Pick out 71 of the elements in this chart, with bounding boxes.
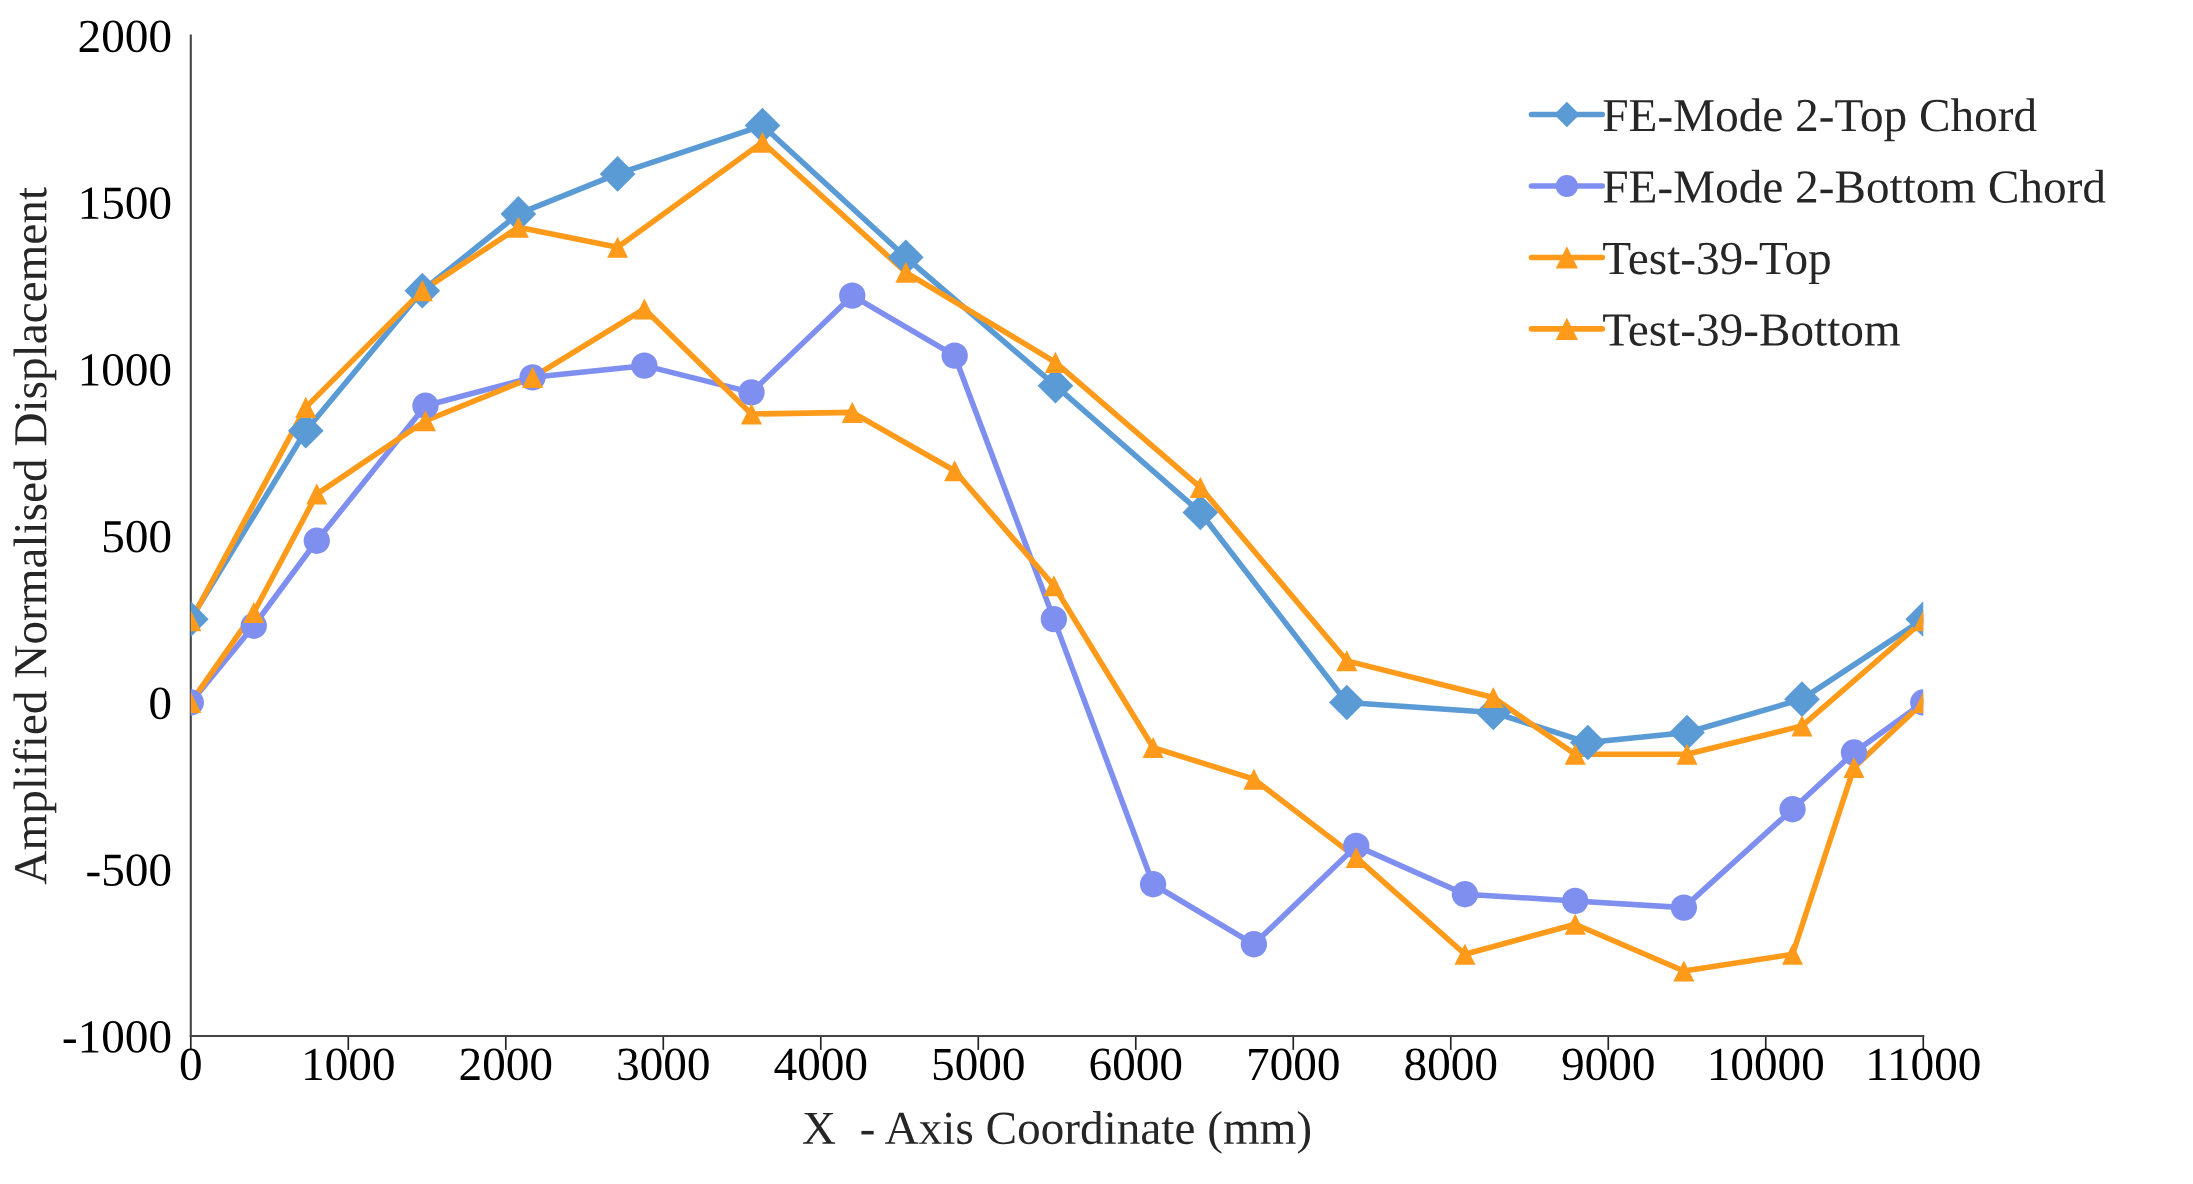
x-tick-label: 2000 bbox=[460, 1048, 552, 1081]
point bbox=[1569, 724, 1606, 761]
x-tick-label: 5000 bbox=[933, 1048, 1024, 1081]
point bbox=[1240, 931, 1268, 958]
point bbox=[944, 460, 966, 482]
point bbox=[414, 410, 436, 432]
x-tick-label: 6000 bbox=[1090, 1048, 1182, 1081]
y-tick-label: 1500 bbox=[81, 187, 171, 220]
point bbox=[1451, 881, 1479, 908]
point bbox=[1345, 847, 1367, 869]
point bbox=[1782, 943, 1804, 965]
point bbox=[1328, 684, 1365, 721]
x-tick-label: 11000 bbox=[1869, 1048, 1980, 1081]
point bbox=[1562, 887, 1589, 915]
point bbox=[1564, 743, 1586, 765]
legend-label: Test-39-Bottom bbox=[1603, 314, 1900, 346]
x-axis-title: X - Axis Coordinate (mm) bbox=[802, 1111, 1311, 1154]
x-tick-label: 9000 bbox=[1562, 1048, 1654, 1081]
legend-label: FE-Mode 2-Bottom Chord bbox=[1603, 169, 2106, 203]
x-tick-label: 1000 bbox=[305, 1048, 394, 1081]
point bbox=[1791, 715, 1813, 737]
x-tick-label: 10000 bbox=[1710, 1048, 1823, 1081]
point bbox=[841, 401, 863, 423]
y-axis-title: Amplified Normalised Displacement bbox=[13, 187, 57, 885]
point bbox=[1482, 686, 1504, 709]
point bbox=[1669, 714, 1705, 751]
point bbox=[1673, 960, 1695, 982]
point bbox=[941, 342, 968, 369]
point bbox=[738, 379, 765, 406]
legend-label: FE-Mode 2-Top Chord bbox=[1603, 98, 2037, 142]
x-tick-label: 8000 bbox=[1405, 1048, 1497, 1081]
point bbox=[1670, 894, 1698, 921]
point bbox=[740, 403, 763, 425]
point bbox=[412, 392, 439, 419]
point bbox=[1336, 650, 1358, 672]
legend-label: Test-39-Top bbox=[1603, 242, 1830, 285]
point bbox=[1779, 796, 1806, 823]
point bbox=[303, 527, 330, 554]
y-tick-label: 500 bbox=[103, 520, 171, 553]
point bbox=[607, 236, 629, 258]
point bbox=[1040, 605, 1068, 633]
point bbox=[1189, 476, 1211, 498]
point bbox=[1142, 737, 1164, 759]
y-tick-label: 0 bbox=[150, 687, 171, 720]
point bbox=[631, 352, 658, 379]
point bbox=[507, 216, 529, 238]
point bbox=[295, 396, 317, 418]
point bbox=[1044, 351, 1066, 373]
point bbox=[1840, 739, 1868, 766]
point bbox=[1043, 575, 1065, 597]
point bbox=[306, 483, 328, 505]
point bbox=[633, 298, 655, 320]
x-tick-label: 0 bbox=[180, 1048, 201, 1081]
x-tick-label: 4000 bbox=[774, 1048, 867, 1081]
point bbox=[1243, 768, 1265, 790]
y-tick-label: -500 bbox=[87, 854, 171, 887]
point bbox=[839, 282, 866, 309]
point bbox=[1843, 757, 1865, 779]
point bbox=[599, 156, 636, 192]
point bbox=[1676, 743, 1698, 765]
y-tick-label: -1000 bbox=[63, 1020, 171, 1053]
point bbox=[1784, 681, 1820, 718]
point bbox=[895, 261, 917, 283]
point bbox=[1454, 943, 1476, 965]
y-tick-label: 2000 bbox=[79, 20, 171, 53]
point bbox=[243, 601, 265, 623]
x-tick-label: 3000 bbox=[618, 1048, 709, 1081]
point bbox=[1564, 913, 1586, 935]
point bbox=[1139, 871, 1167, 898]
y-tick-label: 1000 bbox=[81, 353, 171, 386]
x-tick-label: 7000 bbox=[1249, 1048, 1339, 1081]
